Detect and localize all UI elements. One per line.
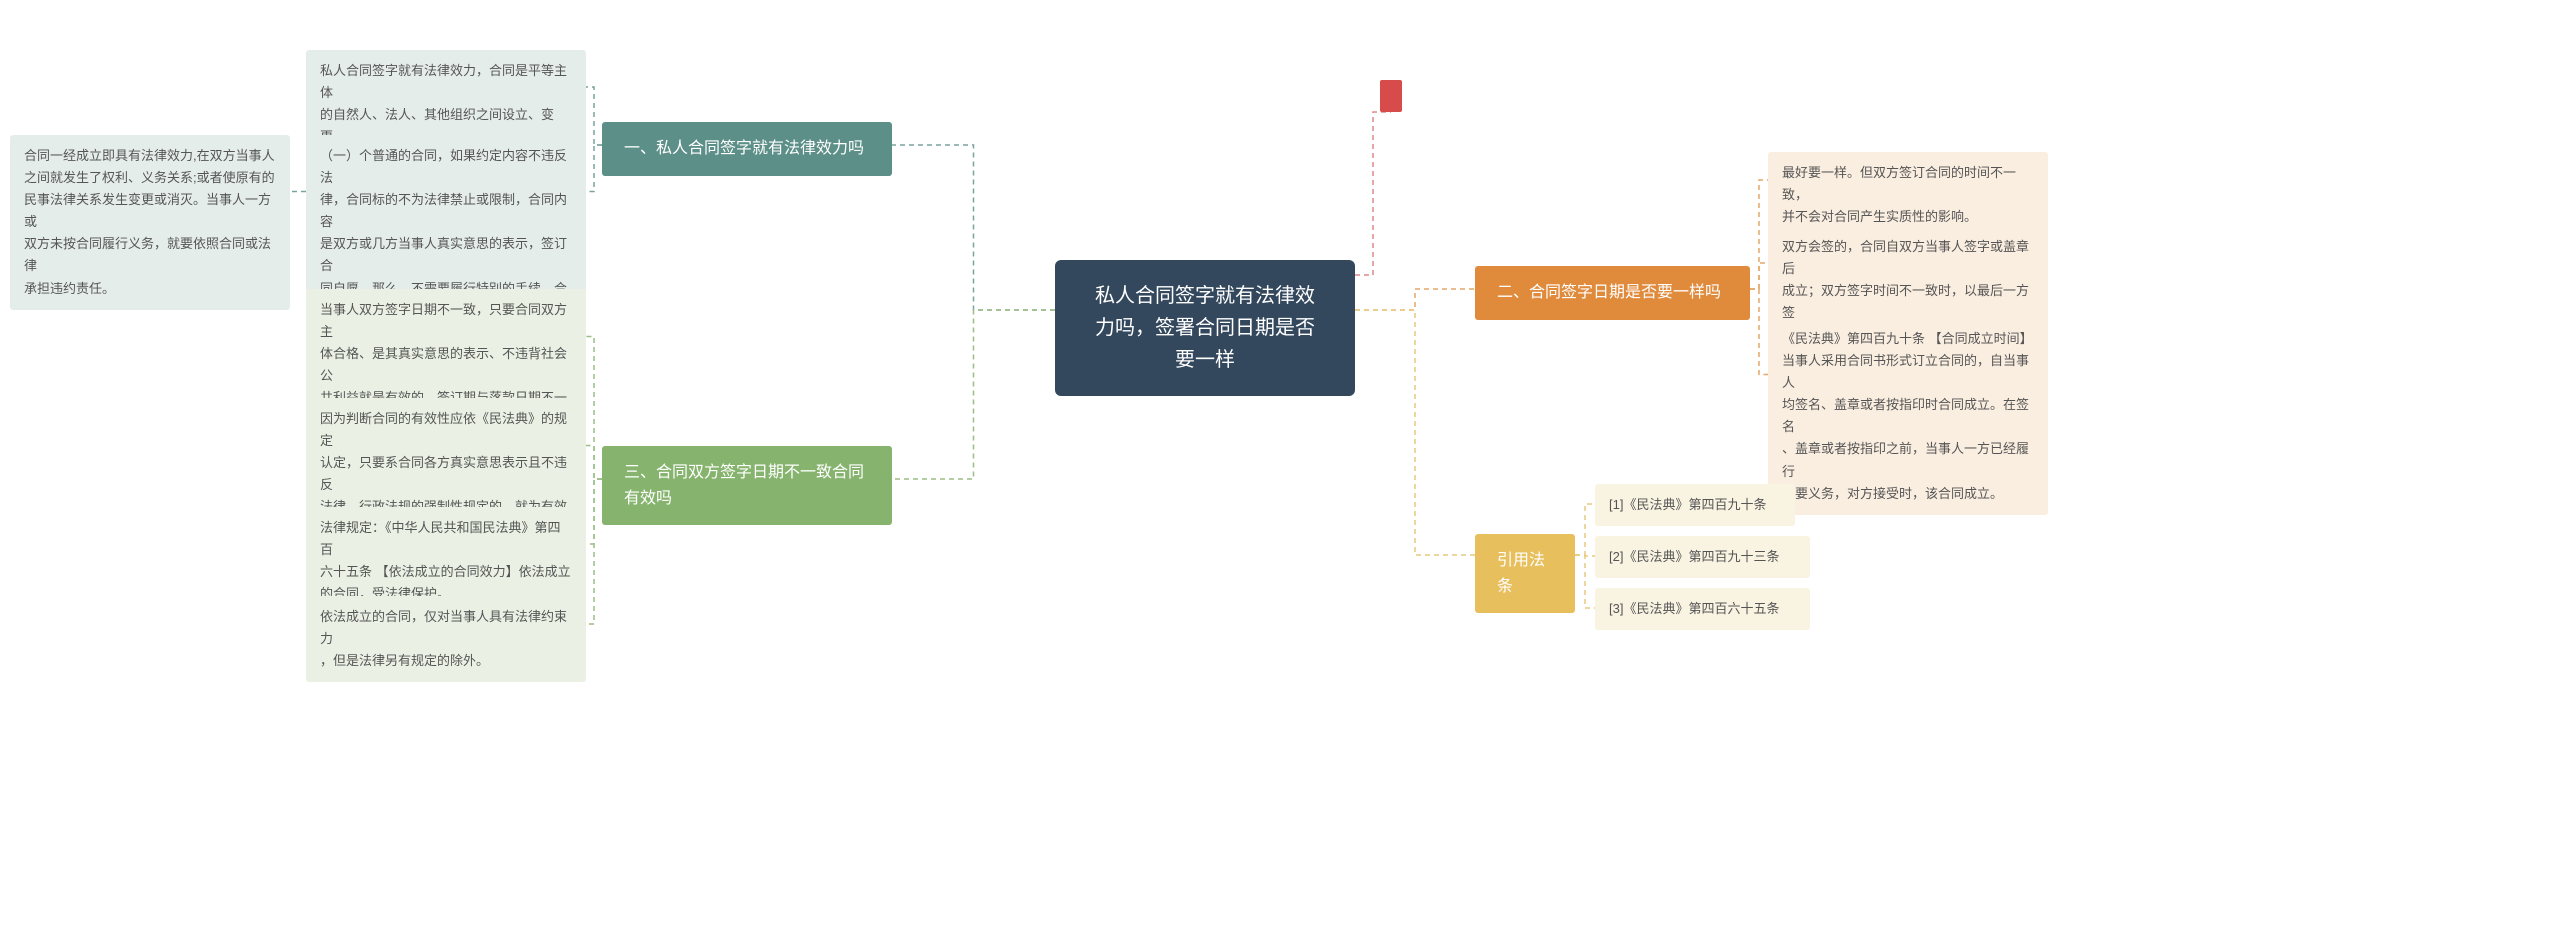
leaf-node: [3]《民法典》第四百六十五条 (1595, 588, 1810, 630)
red-tag (1380, 80, 1402, 112)
subleaf-node: 合同一经成立即具有法律效力,在双方当事人 之间就发生了权利、义务关系;或者使原有… (10, 135, 290, 310)
leaf-node: 依法成立的合同，仅对当事人具有法律约束力 ，但是法律另有规定的除外。 (306, 596, 586, 682)
leaf-node: 《民法典》第四百九十条 【合同成立时间】 当事人采用合同书形式订立合同的，自当事… (1768, 318, 2048, 515)
leaf-node: [2]《民法典》第四百九十三条 (1595, 536, 1810, 578)
leaf-node: [1]《民法典》第四百九十条 (1595, 484, 1795, 526)
branch-node-b3: 三、合同双方签字日期不一致合同 有效吗 (602, 446, 892, 525)
branch-node-b4: 引用法条 (1475, 534, 1575, 613)
center-node: 私人合同签字就有法律效 力吗，签署合同日期是否 要一样 (1055, 260, 1355, 396)
branch-node-b1: 一、私人合同签字就有法律效力吗 (602, 122, 892, 176)
branch-node-b2: 二、合同签字日期是否要一样吗 (1475, 266, 1750, 320)
